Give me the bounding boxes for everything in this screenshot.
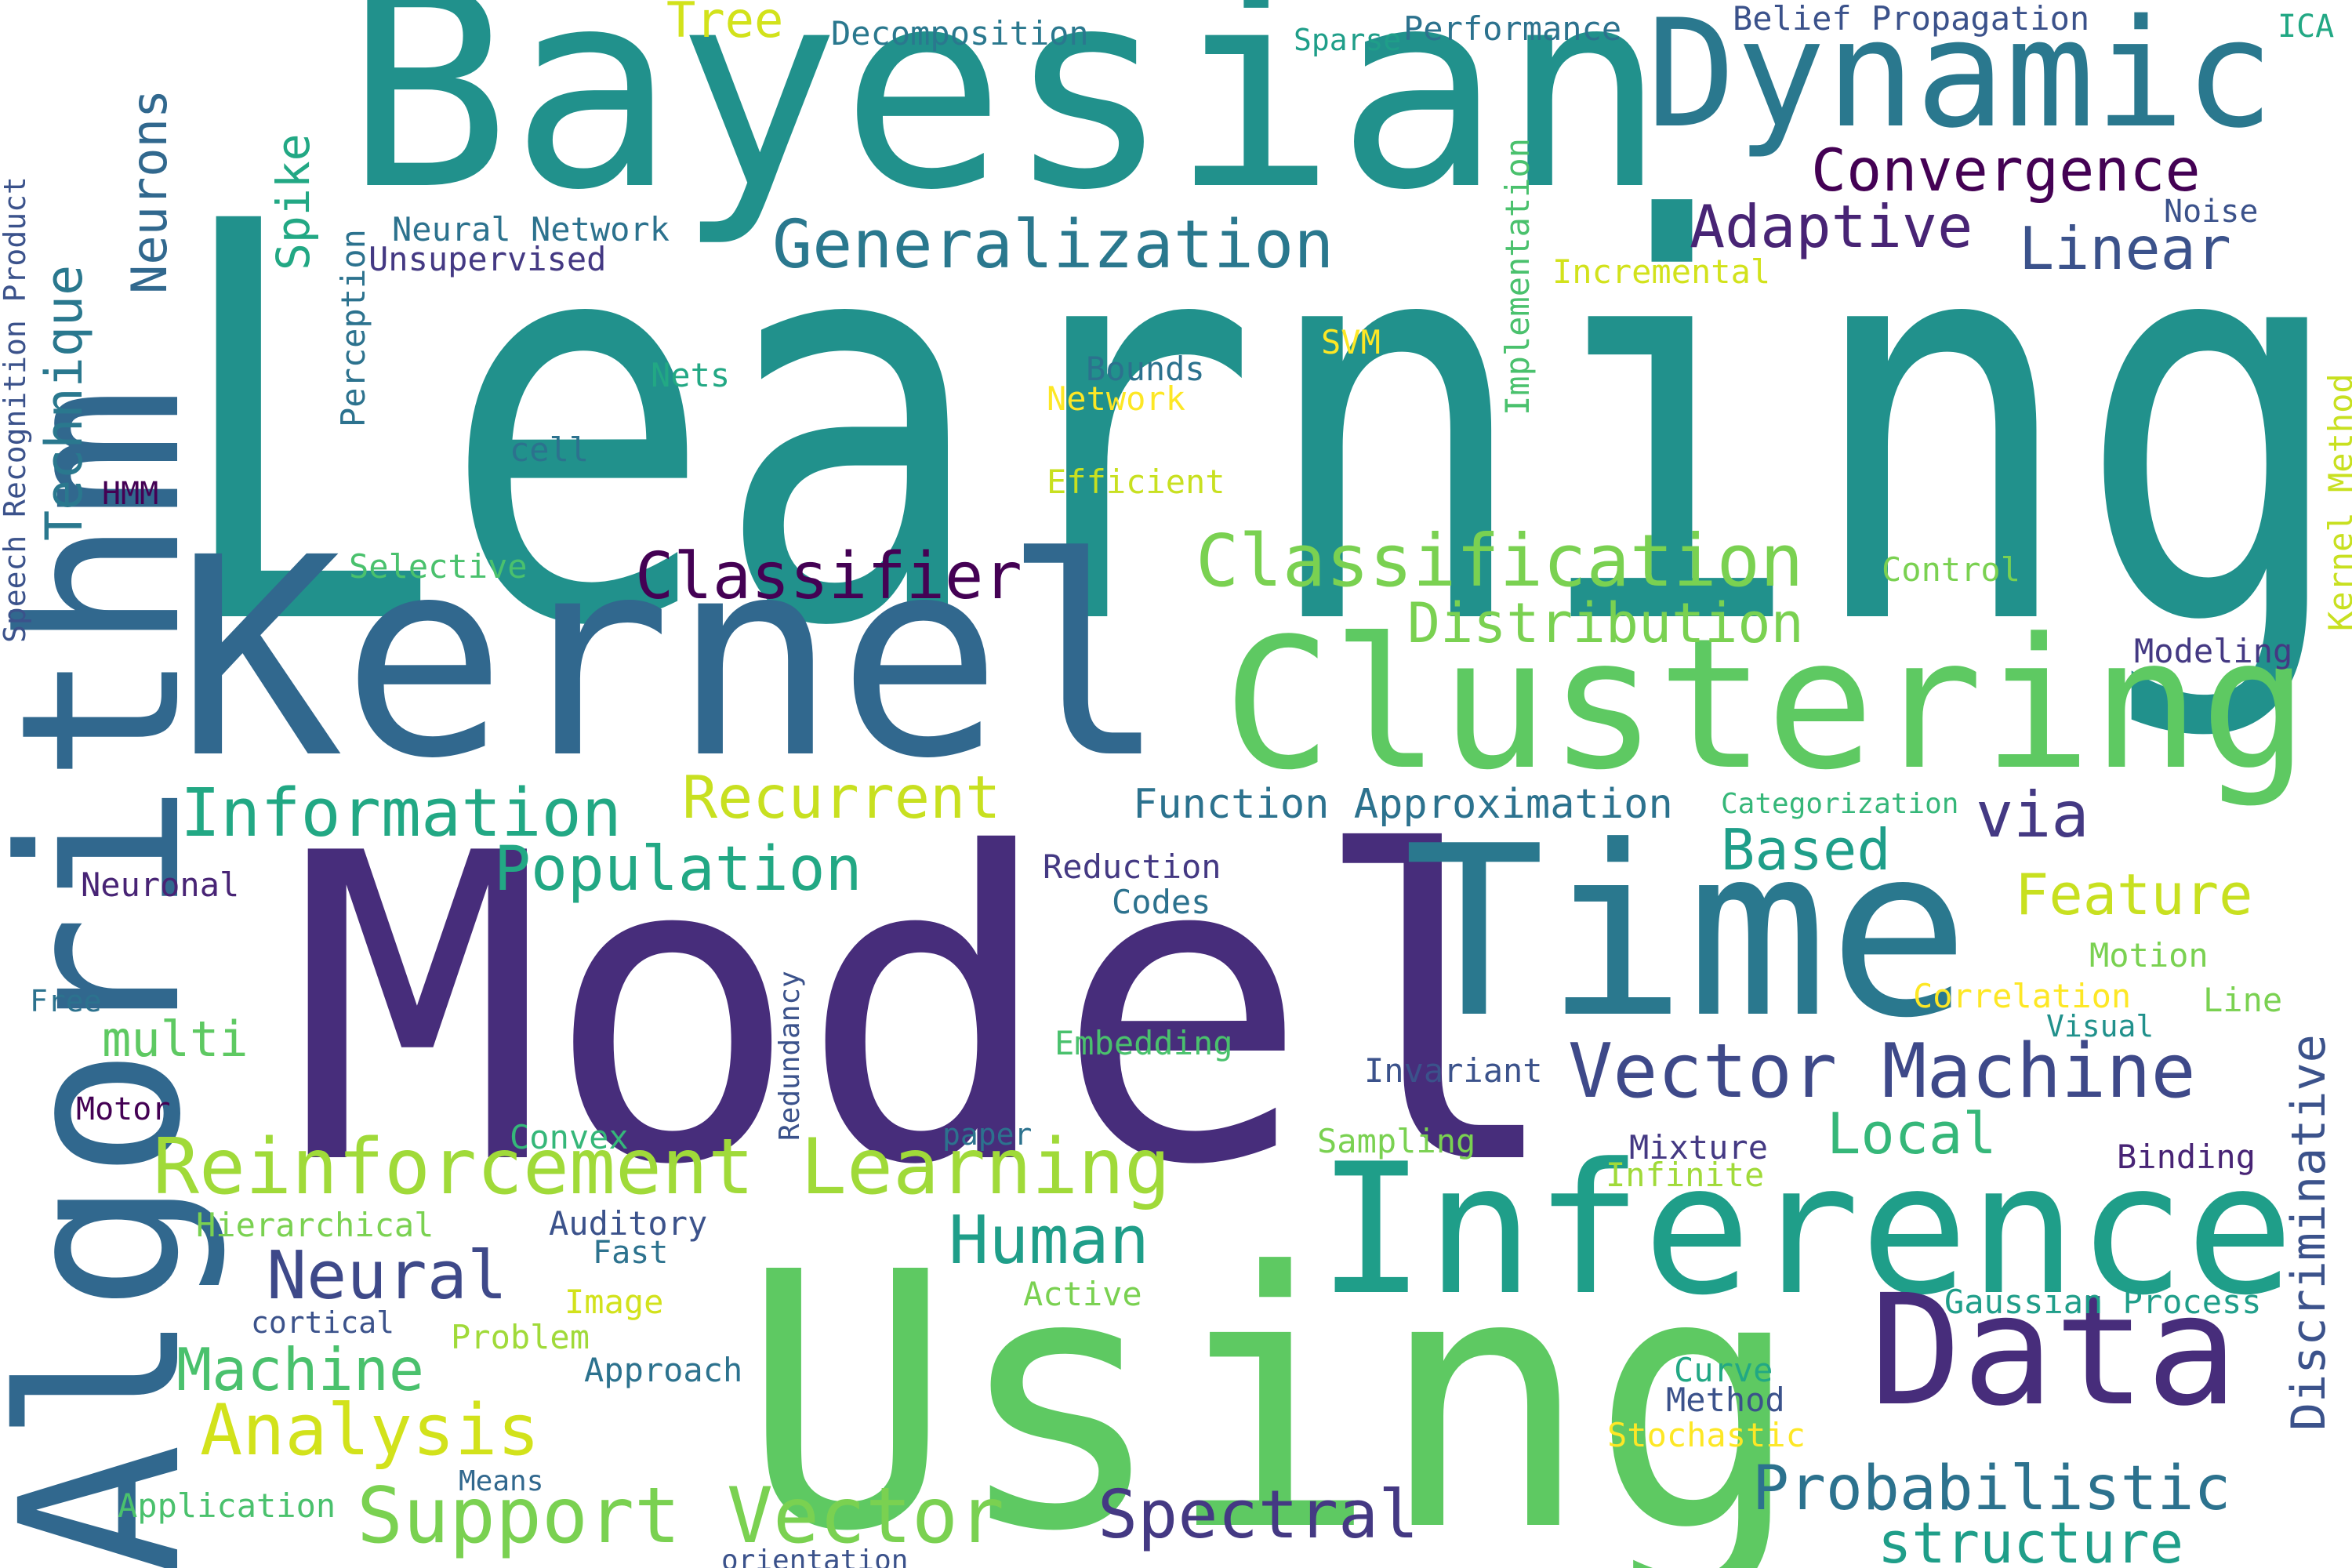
word-based: Based: [1721, 817, 1891, 883]
word-belief-propagation: Belief Propagation: [1733, 0, 2090, 38]
word-support-vector: Support Vector: [357, 1472, 1005, 1561]
word-method: Method: [1666, 1381, 1785, 1419]
word-auditory: Auditory: [549, 1204, 708, 1243]
word-invariant: Invariant: [1364, 1051, 1543, 1090]
word-speech-recognition-product: Speech Recognition Product: [0, 176, 32, 643]
word-efficient: Efficient: [1047, 463, 1225, 501]
word-reduction: Reduction: [1043, 848, 1221, 886]
word-sampling: Sampling: [1317, 1122, 1476, 1160]
word-machine: Machine: [176, 1335, 425, 1404]
word-stochastic: Stochastic: [1607, 1416, 1806, 1454]
word-codes: Codes: [1112, 883, 1211, 921]
word-classification: Classification: [1196, 519, 1804, 603]
word-gaussian-process: Gaussian Process: [1944, 1283, 2262, 1321]
word-curve: Curve: [1674, 1351, 1773, 1389]
word-incremental: Incremental: [1552, 252, 1771, 291]
word-motion: Motion: [2089, 936, 2209, 975]
word-active: Active: [1023, 1275, 1142, 1313]
word-technique: Technique: [35, 264, 94, 541]
word-inference: Inference: [1317, 1126, 2295, 1335]
word-hmm: HMM: [102, 476, 159, 512]
word-analysis: Analysis: [200, 1389, 540, 1472]
word-kernel-method: Kernel Method: [2321, 373, 2352, 631]
word-bayesian: Bayesian: [345, 0, 1667, 250]
word-embedding: Embedding: [1054, 1024, 1233, 1062]
word-means: Means: [459, 1465, 544, 1497]
word-neurons: Neurons: [121, 89, 178, 294]
word-line: Line: [2203, 981, 2283, 1019]
word-convex: Convex: [510, 1118, 629, 1156]
word-human: Human: [949, 1202, 1149, 1279]
word-infinite: Infinite: [1606, 1156, 1765, 1194]
word-learning: Learning: [169, 107, 2350, 746]
word-clustering: Clustering: [1223, 601, 2309, 810]
word-paper: paper: [942, 1117, 1033, 1152]
word-mixture: Mixture: [1629, 1128, 1769, 1167]
word-recurrent: Recurrent: [682, 763, 1001, 832]
word-correlation: Correlation: [1913, 977, 2132, 1015]
word-unsupervised: Unsupervised: [368, 240, 607, 278]
word-vector-machine: Vector Machine: [1568, 1029, 2196, 1115]
word-distribution: Distribution: [1407, 591, 1804, 655]
word-binding: Binding: [2117, 1138, 2256, 1176]
word-spike: Spike: [267, 133, 320, 270]
word-neural-network: Neural Network: [392, 210, 670, 249]
word-using: Using: [741, 1198, 1803, 1568]
word-selective: Selective: [349, 547, 528, 586]
word-model: Model: [290, 765, 1565, 1258]
word-neuronal: Neuronal: [81, 866, 240, 904]
word-performance: Performance: [1403, 9, 1622, 48]
word-classifier: Classifier: [635, 539, 1022, 614]
word-control: Control: [1882, 550, 2021, 589]
word-spectral: Spectral: [1098, 1476, 1419, 1554]
word-via: via: [1976, 779, 2089, 851]
word-dynamic: Dynamic: [1646, 0, 2274, 161]
word-data: Data: [1870, 1261, 2238, 1439]
word-categorization: Categorization: [1721, 788, 1959, 820]
word-problem: Problem: [451, 1318, 590, 1356]
word-linear: Linear: [2019, 214, 2231, 283]
word-hierarchical: Hierarchical: [196, 1206, 434, 1244]
word-local: Local: [1827, 1101, 1997, 1167]
word-convergence: Convergence: [1811, 136, 2201, 205]
word-cortical: cortical: [251, 1305, 395, 1340]
word-kernel: Kernel: [176, 499, 1168, 818]
word-tree: Tree: [666, 0, 784, 49]
word-sparse: Sparse: [1294, 23, 1402, 57]
word-structure: structure: [1878, 1510, 2184, 1568]
word-network: Network: [1047, 379, 1186, 418]
word-feature: Feature: [2015, 862, 2253, 927]
word-free: Free: [30, 984, 102, 1018]
word-redundancy: Redundancy: [774, 971, 806, 1141]
word-reinforcement-learning: Reinforcement Learning: [153, 1123, 1171, 1212]
word-time: Time: [1403, 796, 1970, 1069]
word-neural: Neural: [267, 1237, 508, 1315]
word-svm: SVM: [1321, 323, 1381, 361]
word-noise: Noise: [2164, 194, 2259, 230]
word-multi: multi: [102, 1011, 249, 1068]
word-image: Image: [564, 1283, 664, 1321]
word-discriminative: Discriminative: [2281, 1034, 2336, 1431]
word-application: Application: [118, 1486, 336, 1525]
word-generalization: Generalization: [772, 206, 1334, 284]
word-bounds: Bounds: [1086, 350, 1205, 388]
word-fast: Fast: [593, 1235, 669, 1271]
word-motor: Motor: [76, 1091, 171, 1127]
word-perception: Perception: [334, 229, 372, 427]
word-orientation: orientation: [721, 1544, 909, 1568]
word-population: Population: [494, 834, 862, 905]
word-modeling: Modeling: [2134, 632, 2293, 670]
word-adaptive: Adaptive: [1690, 192, 1973, 261]
word-function-approximation: Function Approximation: [1133, 781, 1673, 828]
word-implementation: Implementation: [1498, 137, 1537, 416]
word-approach: Approach: [584, 1351, 743, 1389]
word-information: Information: [180, 775, 622, 852]
word-ica: ICA: [2278, 9, 2335, 45]
word-probabilistic: Probabilistic: [1752, 1454, 2231, 1524]
word-decomposition: Decomposition: [831, 14, 1089, 53]
word-visual: Visual: [2046, 1009, 2154, 1044]
word-cell: cell: [510, 430, 590, 469]
word-nets: Nets: [651, 356, 731, 394]
